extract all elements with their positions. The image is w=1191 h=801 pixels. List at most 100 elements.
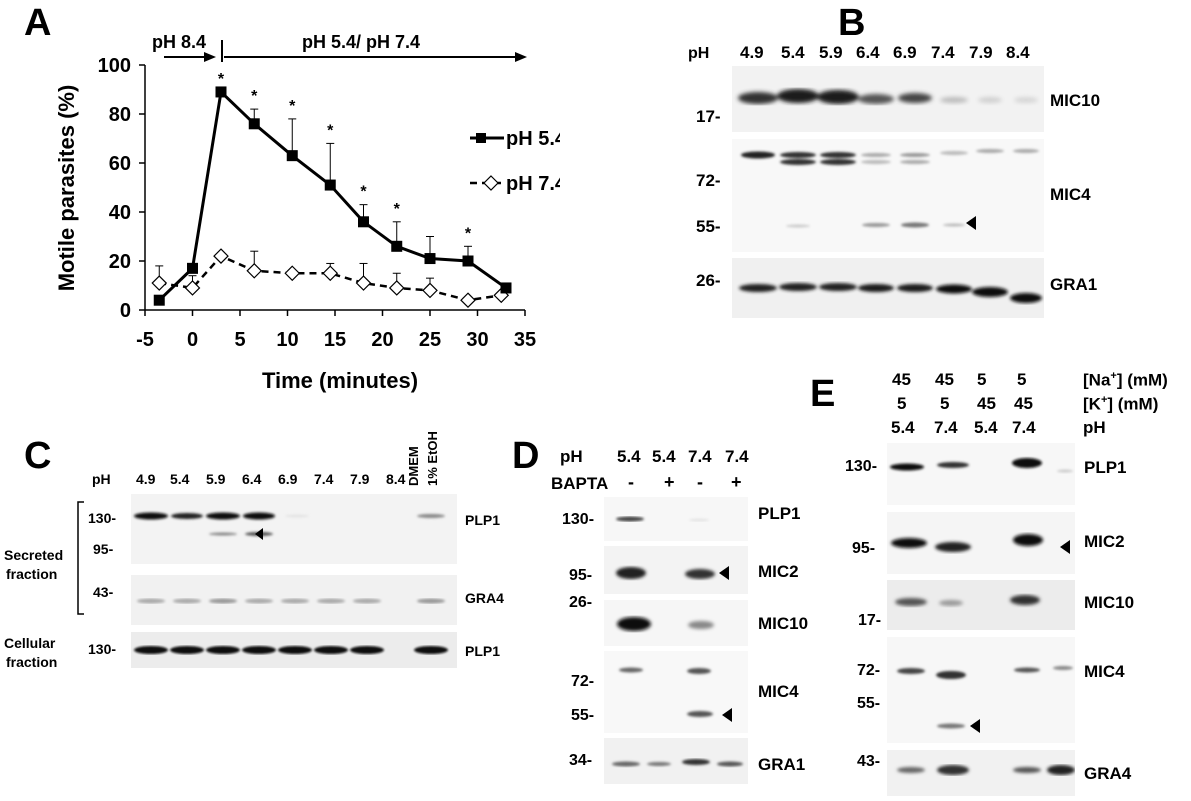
- panel-c-letter: C: [24, 435, 52, 477]
- panel-e-ph-value-1: 7.4: [934, 418, 958, 437]
- y-tick-label: 100: [98, 55, 131, 77]
- panel-e-protein-gra4: GRA4: [1084, 764, 1132, 783]
- panel-d-protein-gra1: GRA1: [758, 755, 806, 774]
- panel-e-blot-gra4: [887, 750, 1075, 796]
- panel-d-blot-plp1: [604, 497, 748, 541]
- phase2-label: pH 5.4/ pH 7.4: [302, 32, 420, 52]
- panel-b-mw-26: 26-: [696, 271, 721, 290]
- y-axis-label: Motile parasites (%): [54, 85, 79, 292]
- point-ph54: [462, 255, 474, 267]
- legend-marker-ph74: [483, 175, 499, 191]
- phase1-arrowhead: [204, 52, 216, 62]
- significance-star: *: [289, 98, 296, 115]
- x-tick-label: 25: [419, 329, 441, 351]
- phase1-label: pH 8.4: [152, 32, 206, 52]
- panel-d-protein-mic2: MIC2: [758, 562, 799, 581]
- panel-d-bapta-value-0: -: [628, 472, 634, 492]
- panel-e-protein-mic4: MIC4: [1084, 662, 1125, 681]
- x-tick-label: 30: [466, 329, 488, 351]
- panel-c-secreted-label-2: fraction: [6, 566, 58, 582]
- panel-e-protein-mic2: MIC2: [1084, 532, 1125, 551]
- panel-d-arrowhead-mic2: [719, 566, 729, 580]
- panel-e-mw-130: 130-: [845, 458, 878, 475]
- panel-e-mw-43: 43-: [857, 753, 881, 770]
- panel-e-mw-55: 55-: [857, 695, 881, 712]
- panel-e-na-unit: ] (mM): [1116, 370, 1168, 390]
- panel-b-protein-gra1: GRA1: [1050, 275, 1098, 294]
- panel-e-na-sup: +: [1110, 370, 1117, 382]
- series-line-ph74: [159, 254, 502, 302]
- panel-c-protein-gra4: GRA4: [465, 590, 504, 606]
- panel-b-ph-label-6: 7.9: [969, 43, 993, 62]
- point-ph74: [388, 280, 405, 296]
- legend: pH 5.4 pH 7.4: [470, 128, 560, 195]
- panel-c-ph-label-1: 5.4: [170, 471, 190, 487]
- panel-d-mw-34: 34-: [569, 752, 593, 769]
- panel-d-ph-label-0: 5.4: [617, 447, 641, 466]
- y-tick-label: 80: [109, 104, 131, 126]
- panel-b-arrowhead-mic4: [966, 216, 976, 230]
- panel-e-k-unit: ] (mM): [1107, 394, 1159, 414]
- point-ph54: [358, 216, 369, 228]
- panel-e-ph-value-3: 7.4: [1012, 418, 1036, 437]
- panel-c-ph-header: pH: [92, 471, 111, 487]
- significance-star: *: [360, 184, 367, 201]
- panel-e-na-value-1: 45: [935, 370, 954, 389]
- point-ph54: [248, 118, 260, 130]
- panel-d-protein-mic10: MIC10: [758, 614, 809, 633]
- point-ph54: [424, 253, 436, 265]
- panel-e-blot-mic4: [887, 637, 1075, 743]
- panel-c-secreted-label-1: Secreted: [4, 547, 64, 563]
- point-ph74: [422, 282, 438, 299]
- point-ph54: [500, 282, 512, 294]
- panel-c-mw-43: 43-: [93, 584, 114, 600]
- panel-c-protein-plp1-cellular: PLP1: [465, 643, 501, 659]
- panel-b-ph-label-0: 4.9: [740, 43, 764, 62]
- point-ph74: [460, 292, 476, 309]
- panel-d-blot-mic10: [604, 600, 748, 646]
- panel-e-ph-value-2: 5.4: [974, 418, 998, 437]
- panel-e-mw-72: 72-: [857, 662, 881, 679]
- panel-e-k-value-0: 5: [897, 394, 907, 413]
- panel-c-arrowhead-plp1: [255, 528, 263, 540]
- point-ph54: [286, 150, 298, 162]
- panel-c-extra-lane-1: DMEM: [406, 446, 421, 486]
- panel-c-extra-lane-2: 1% EtOH: [425, 431, 440, 486]
- panel-d-mw-95: 95-: [569, 567, 593, 584]
- panel-e-na-label: [Na+] (mM): [1083, 371, 1168, 389]
- panel-e-k-value-3: 45: [1014, 394, 1033, 413]
- panel-d-blot-gra1: [604, 738, 748, 784]
- panel-d-bapta-value-3: +: [731, 472, 742, 492]
- panel-b-ph-label-2: 5.9: [819, 43, 843, 62]
- panel-c-cellular-label-2: fraction: [6, 654, 58, 670]
- point-ph54: [153, 294, 165, 306]
- legend-label-ph54: pH 5.4: [506, 128, 560, 150]
- point-ph74: [322, 265, 339, 282]
- panel-b-letter: B: [838, 2, 866, 44]
- panel-e-k-text: [K: [1083, 394, 1101, 414]
- point-ph74: [284, 265, 301, 282]
- panel-b-blot-mic10: [732, 66, 1044, 132]
- panel-c-mw-130-cellular: 130-: [88, 641, 117, 657]
- panel-b-ph-label-5: 7.4: [931, 43, 955, 62]
- panel-e-na-value-0: 45: [892, 370, 911, 389]
- legend-label-ph74: pH 7.4: [506, 173, 560, 195]
- significance-star: *: [465, 225, 472, 242]
- panel-c-ph-label-6: 7.9: [350, 471, 370, 487]
- panel-c-blot-gra4: [131, 575, 457, 625]
- panel-e-blot-mic2: [887, 512, 1075, 574]
- panel-e-na-value-3: 5: [1017, 370, 1027, 389]
- point-ph54: [215, 86, 227, 98]
- significance-star: *: [394, 201, 401, 218]
- panel-d-bapta-value-2: -: [697, 472, 703, 492]
- panel-c-secreted-bracket: [77, 501, 84, 615]
- panel-d-ph-header: pH: [560, 447, 583, 466]
- panel-c-mw-130: 130-: [88, 510, 117, 526]
- x-tick-label: 35: [514, 329, 536, 351]
- point-ph74: [184, 280, 201, 296]
- panel-d-blot-mic4: [604, 651, 748, 733]
- y-tick-label: 0: [120, 300, 131, 322]
- panel-d-protein-plp1: PLP1: [758, 504, 801, 523]
- x-tick-label: 0: [187, 329, 198, 351]
